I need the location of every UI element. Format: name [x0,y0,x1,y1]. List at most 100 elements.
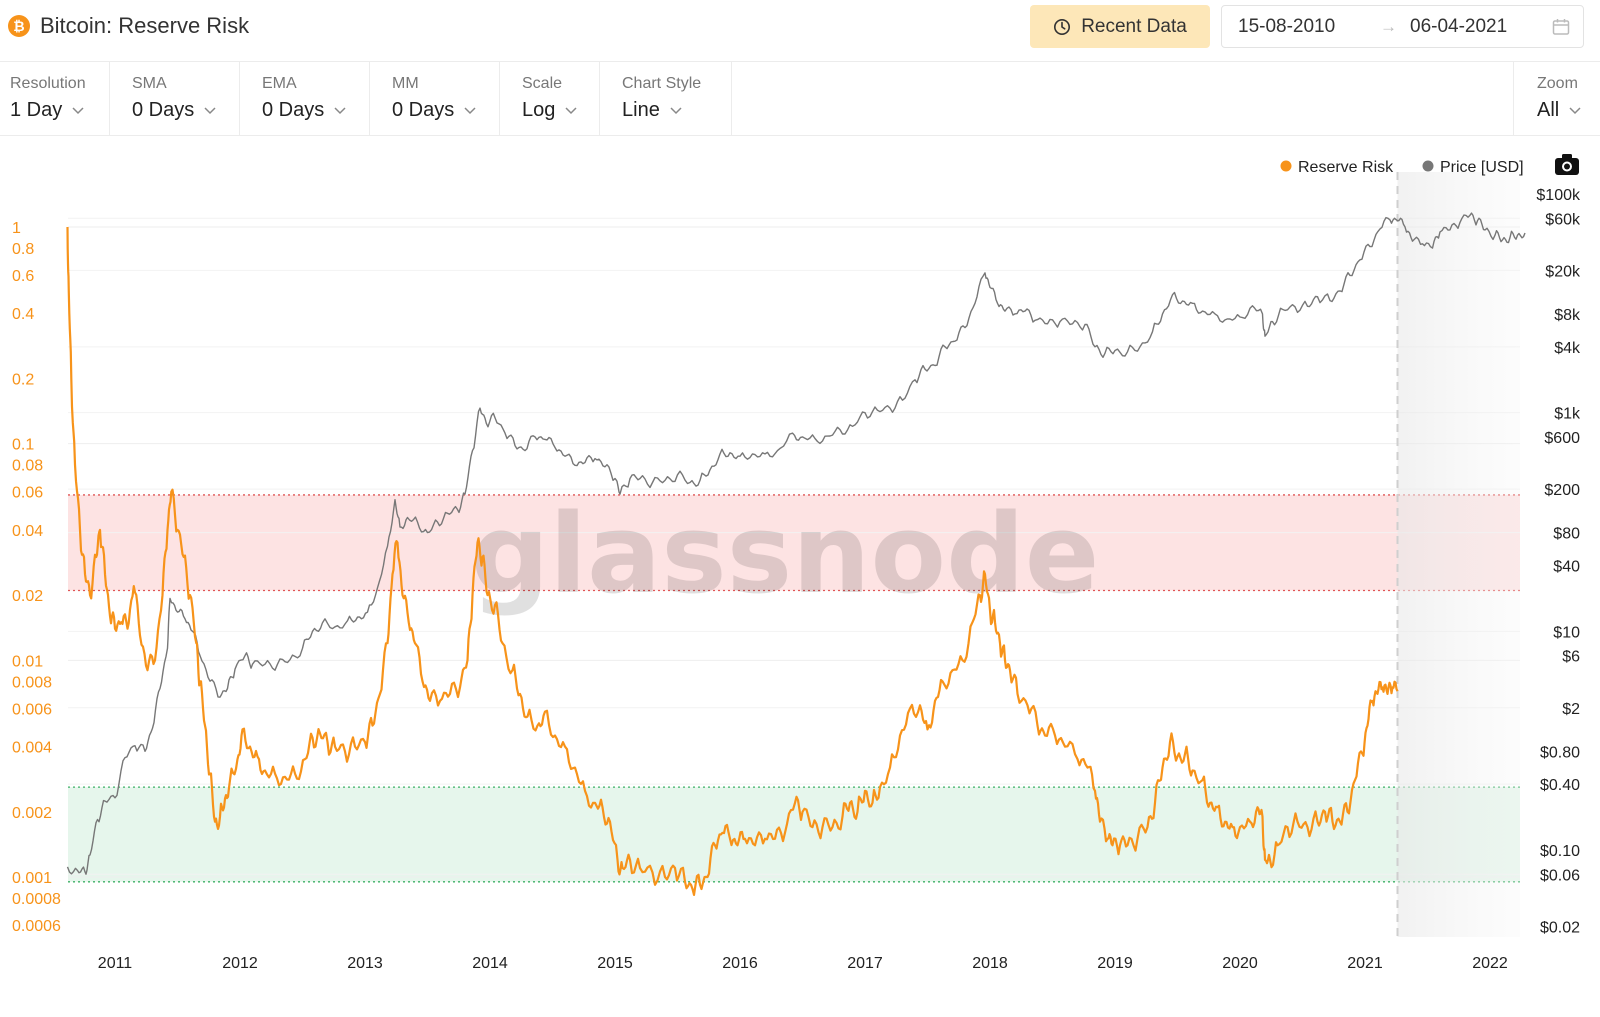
x-axis-tick-label: 2011 [98,955,133,972]
x-axis-tick-label: 2016 [722,955,758,972]
left-axis-tick-label: 0.2 [12,371,34,388]
right-axis-tick-label: $6 [1562,649,1580,666]
left-axis-tick-label: 0.0008 [12,891,61,908]
chevron-down-icon [334,107,346,114]
left-axis-tick-label: 0.0006 [12,918,61,935]
legend-label: Price [USD] [1440,159,1524,176]
right-axis-tick-label: $40 [1553,559,1580,576]
zoom-value: All [1537,99,1581,122]
resolution-value: 1 Day [10,99,84,122]
ema-label: EMA [262,75,297,92]
left-axis-tick-label: 0.001 [12,870,52,887]
x-axis-tick-label: 2015 [597,955,633,972]
zoom-label: Zoom [1537,75,1578,92]
high-risk-band [68,494,1520,591]
legend-dot-icon [1422,160,1434,172]
date-start-input[interactable]: 15-08-2010 [1238,16,1336,37]
right-axis-tick-label: $4k [1554,340,1581,357]
right-axis-tick-label: $200 [1544,482,1580,499]
watermark: glassnode [471,490,1100,618]
x-axis-tick-label: 2020 [1222,955,1258,972]
date-end-input[interactable]: 06-04-2021 [1410,16,1508,37]
right-axis-tick-label: $80 [1553,526,1580,543]
page-title: Bitcoin: Reserve Risk [40,13,250,38]
mm-select[interactable]: MM 0 Days [370,62,500,136]
sma-select[interactable]: SMA 0 Days [110,62,240,136]
clock-icon [1054,18,1071,35]
chevron-down-icon [670,107,682,114]
header-bar: ₿ Bitcoin: Reserve Risk Recent Data 15-0… [0,0,1600,62]
bitcoin-icon: ₿ [8,15,30,37]
x-axis-tick-label: 2013 [347,955,383,972]
left-axis-tick-label: 0.02 [12,588,43,605]
chart-toolbar: Resolution 1 Day SMA 0 Days EMA 0 Days M… [0,62,1600,136]
low-risk-band [68,787,1520,882]
left-axis-tick-label: 0.4 [12,306,34,323]
calendar-icon[interactable] [1551,17,1571,37]
right-axis-tick-label: $8k [1554,307,1581,324]
date-range-picker[interactable]: 15-08-2010 → 06-04-2021 [1221,5,1584,48]
left-axis-tick-label: 0.008 [12,674,52,691]
left-axis-tick-label: 0.06 [12,485,43,502]
mm-value: 0 Days [392,99,476,122]
chevron-down-icon [1569,107,1581,114]
resolution-select[interactable]: Resolution 1 Day [0,62,110,136]
right-axis-tick-label: $2 [1562,701,1580,718]
x-axis-tick-label: 2022 [1472,955,1508,972]
x-axis-tick-label: 2019 [1097,955,1133,972]
reserve-risk-chart: glassnode 1 0.8 0.6 0.4 0.2 0.1 0.08 0.06 0.04 0.… [12,154,1581,972]
legend-item-price[interactable]: Price [USD] [1422,159,1524,176]
chevron-down-icon [72,107,84,114]
reserve-risk-series-line [66,226,1399,896]
chart-style-value: Line [622,99,682,122]
recent-data-button[interactable]: Recent Data [1030,5,1210,48]
sma-value: 0 Days [132,99,216,122]
right-axis-tick-label: $1k [1554,406,1581,423]
right-axis-tick-label: $0.02 [1540,919,1580,936]
left-axis-tick-label: 0.002 [12,805,52,822]
left-axis-tick-label: 0.6 [12,268,34,285]
x-axis-tick-label: 2018 [972,955,1008,972]
left-axis-tick-label: 0.01 [12,653,43,670]
left-axis-tick-label: 0.08 [12,458,43,475]
right-axis-tick-label: $0.40 [1540,777,1580,794]
resolution-label: Resolution [10,75,86,92]
right-axis-tick-label: $600 [1544,430,1580,447]
x-axis-tick-label: 2021 [1347,955,1383,972]
x-axis-tick-label: 2012 [222,955,258,972]
left-axis-tick-label: 1 [12,220,21,237]
right-axis-tick-label: $100k [1536,187,1581,204]
scale-value: Log [522,99,577,122]
price-series-line [66,212,1526,875]
chart-style-label: Chart Style [622,75,702,92]
scale-select[interactable]: Scale Log [500,62,600,136]
legend-label: Reserve Risk [1298,159,1394,176]
zoom-select[interactable]: Zoom All [1513,62,1600,136]
x-axis-tick-label: 2017 [847,955,883,972]
sma-label: SMA [132,75,167,92]
legend-item-reserve-risk[interactable]: Reserve Risk [1280,159,1395,176]
left-axis-tick-label: 0.8 [12,241,34,258]
future-period-shade [1397,172,1520,937]
chart-style-select[interactable]: Chart Style Line [600,62,732,136]
left-axis-tick-label: 0.004 [12,740,52,757]
legend-dot-icon [1280,160,1292,172]
right-axis-tick-label: $0.06 [1540,867,1580,884]
right-axis-tick-label: $60k [1545,211,1581,228]
recent-data-label: Recent Data [1081,15,1187,37]
right-axis-tick-label: $20k [1545,263,1581,280]
arrow-right-icon: → [1380,17,1397,36]
mm-label: MM [392,75,419,92]
chevron-down-icon [204,107,216,114]
camera-icon[interactable] [1555,154,1579,175]
chevron-down-icon [565,107,577,114]
left-axis-tick-label: 0.04 [12,523,43,540]
right-axis-tick-label: $10 [1553,624,1580,641]
ema-select[interactable]: EMA 0 Days [240,62,370,136]
x-axis-tick-label: 2014 [472,955,508,972]
right-axis-tick-label: $0.10 [1540,843,1580,860]
chevron-down-icon [464,107,476,114]
left-axis-tick-label: 0.1 [12,437,34,454]
right-axis-tick-label: $0.80 [1540,744,1580,761]
ema-value: 0 Days [262,99,346,122]
